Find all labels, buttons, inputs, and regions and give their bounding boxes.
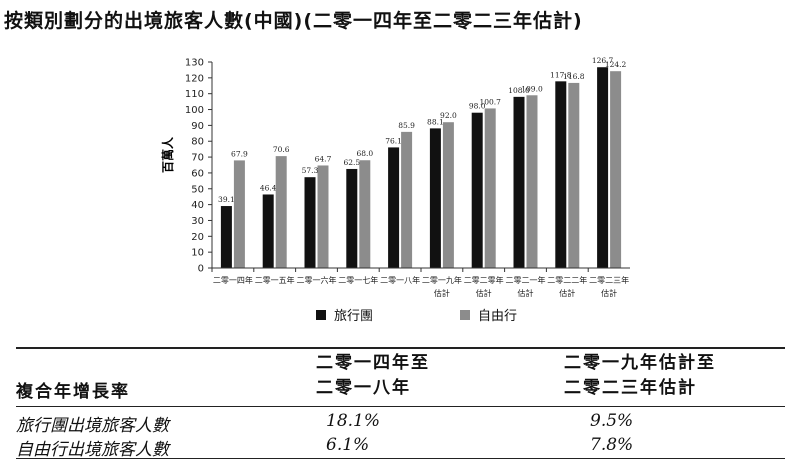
x-tick-label: 二零二二年: [547, 275, 587, 285]
row2-label: 自由行出境旅客人數: [16, 440, 169, 460]
y-tick-label: 70: [191, 153, 204, 164]
data-label: 117.8: [550, 70, 572, 79]
bar-tour: [388, 147, 400, 268]
legend-label-tour: 旅行團: [334, 309, 374, 324]
row1-value1: 18.1%: [326, 411, 381, 431]
x-tick-label: 二零一九年: [422, 275, 462, 285]
col1-header-line1: 二零一四年至: [316, 353, 430, 373]
y-tick-label: 0: [198, 264, 204, 275]
legend-item-tour: 旅行團: [316, 305, 373, 324]
data-label: 109.0: [521, 84, 543, 93]
y-tick-label: 60: [191, 168, 204, 179]
bar-free: [317, 165, 329, 268]
data-label: 57.3: [302, 166, 319, 175]
y-axis: 0 10 20 30 40 50 60 70 80 90 100 110 120 130: [185, 58, 213, 275]
bar-tour: [513, 96, 525, 268]
x-tick-label: 估計: [476, 288, 492, 298]
data-label: 88.1: [427, 117, 444, 126]
bar-tour: [429, 128, 441, 268]
data-label: 126.7: [592, 56, 614, 65]
y-tick-label: 80: [191, 137, 204, 148]
bar-free: [401, 131, 413, 268]
y-tick-label: 100: [185, 105, 204, 116]
col1-header-line2: 二零一八年: [316, 378, 411, 398]
bar-free: [275, 156, 287, 268]
data-label: 64.7: [315, 154, 332, 163]
x-tick-label: 估計: [518, 288, 534, 298]
x-tick-label: 二零一七年: [338, 275, 378, 285]
data-label: 116.8: [563, 72, 585, 81]
row1-value2: 9.5%: [590, 411, 634, 431]
x-tick-label: 二零一六年: [297, 275, 337, 285]
data-label: 62.5: [343, 158, 360, 167]
row-header: 複合年增長率: [16, 382, 130, 402]
legend-label-free: 自由行: [478, 309, 518, 324]
data-label: 100.7: [479, 97, 501, 106]
x-tick-label: 估計: [559, 288, 575, 298]
data-label: 76.1: [385, 136, 402, 145]
data-label: 108.0: [508, 86, 530, 95]
table-top-rule: [16, 347, 785, 349]
bar-tour: [471, 112, 483, 268]
x-tick-label: 二零一五年: [255, 275, 295, 285]
data-label: 124.2: [605, 60, 627, 69]
legend-swatch-free: [460, 309, 470, 320]
y-tick-label: 40: [191, 200, 204, 211]
x-tick-label: 估計: [434, 288, 450, 298]
y-tick-label: 120: [185, 73, 204, 84]
x-tick-label: 二零一八年: [380, 275, 420, 285]
table-bottom-rule: [16, 458, 785, 459]
bar-tour: [262, 194, 274, 268]
data-label: 46.4: [260, 183, 277, 192]
data-label: 70.6: [273, 145, 290, 154]
bar-free: [484, 108, 496, 268]
legend-swatch-tour: [316, 309, 326, 320]
table-mid-rule: [16, 406, 785, 407]
row2-value1: 6.1%: [326, 435, 370, 455]
data-label: 92.0: [440, 111, 457, 120]
bar-free: [610, 71, 622, 269]
bar-free: [568, 82, 580, 268]
data-label: 39.1: [218, 195, 235, 204]
bars: 39.1 67.9 46.4 70.6 57.3 64.7 62.568.0 76.1 85.9…: [218, 56, 627, 269]
x-tick-label: 估計: [601, 288, 617, 298]
x-tick-label: 二零二三年: [589, 275, 629, 285]
bar-tour: [346, 168, 358, 268]
row1-label: 旅行團出境旅客人數: [16, 416, 169, 436]
bar-free: [233, 160, 245, 268]
y-axis-label: 百萬人: [160, 136, 175, 173]
bar-free: [359, 160, 371, 268]
bar-tour: [555, 81, 567, 268]
x-tick-label: 二零二零年: [464, 275, 504, 285]
legend-item-free: 自由行: [460, 305, 517, 324]
row2-value2: 7.8%: [590, 435, 634, 455]
chart-title: 按類別劃分的出境旅客人數(中國)(二零一四年至二零二三年估計): [4, 10, 583, 32]
bar-free: [442, 122, 454, 268]
y-tick-label: 20: [191, 232, 204, 243]
data-label: 85.9: [398, 121, 415, 130]
bar-free: [526, 95, 538, 269]
y-tick-label: 10: [191, 248, 204, 259]
bar-tour: [597, 67, 609, 268]
data-label: 68.0: [356, 149, 373, 158]
y-tick-label: 50: [191, 184, 204, 195]
bar-chart: 0 10 20 30 40 50 60 70 80 90 100 110 120 130 39.1 67.9…: [160, 56, 630, 298]
bar-tour: [220, 206, 232, 268]
col2-header-line2: 二零二三年估計: [564, 378, 697, 398]
x-tick-label: 二零一四年: [213, 275, 253, 285]
y-tick-label: 90: [191, 121, 204, 132]
y-tick-label: 110: [185, 89, 204, 100]
col2-header-line1: 二零一九年估計至: [564, 353, 716, 373]
data-label: 98.0: [469, 102, 486, 111]
y-tick-label: 130: [185, 58, 204, 69]
x-tick-label: 二零二一年: [506, 275, 546, 285]
data-label: 67.9: [231, 149, 248, 158]
bar-tour: [304, 177, 316, 268]
y-tick-label: 30: [191, 216, 204, 227]
